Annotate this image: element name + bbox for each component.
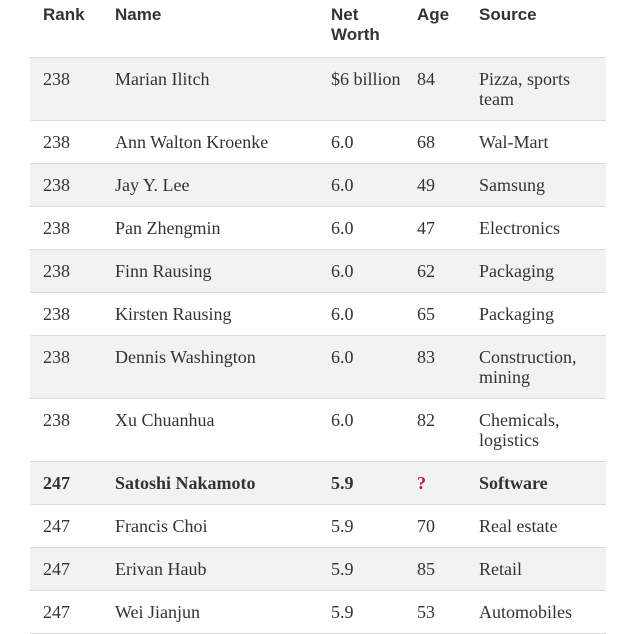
cell-net-worth: 6.0: [318, 120, 404, 164]
cell-age: 70: [404, 504, 466, 548]
cell-age: 62: [404, 249, 466, 293]
cell-name: Finn Rausing: [102, 249, 318, 293]
cell-rank: 238: [30, 249, 102, 293]
cell-rank: 238: [30, 120, 102, 164]
cell-rank: 247: [30, 547, 102, 591]
cell-net-worth: 6.0: [318, 206, 404, 250]
table-row: 238 Xu Chuanhua 6.0 82 Chemicals, logistics: [30, 398, 606, 462]
cell-rank: 238: [30, 292, 102, 336]
cell-rank: 247: [30, 590, 102, 634]
cell-name: Jay Y. Lee: [102, 163, 318, 207]
cell-age: 85: [404, 547, 466, 591]
billionaires-table: Rank Name Net Worth Age Source 238 Marian…: [30, 0, 606, 634]
cell-name: Dennis Washington: [102, 335, 318, 399]
cell-source: Chemicals, logistics: [466, 398, 606, 462]
table-row: 247 Erivan Haub 5.9 85 Retail: [30, 547, 606, 591]
cell-name: Kirsten Rausing: [102, 292, 318, 336]
cell-source: Packaging: [466, 292, 606, 336]
cell-age: 47: [404, 206, 466, 250]
table-row: 238 Dennis Washington 6.0 83 Construction, m…: [30, 335, 606, 399]
cell-source: Automobiles: [466, 590, 606, 634]
cell-age: 49: [404, 163, 466, 207]
cell-age: ?: [404, 461, 466, 505]
table-row: 238 Finn Rausing 6.0 62 Packaging: [30, 249, 606, 293]
cell-name: Satoshi Nakamoto: [102, 461, 318, 505]
cell-age: 65: [404, 292, 466, 336]
cell-net-worth: 5.9: [318, 461, 404, 505]
cell-net-worth: 6.0: [318, 398, 404, 462]
cell-rank: 238: [30, 206, 102, 250]
cell-name: Marian Ilitch: [102, 57, 318, 121]
cell-net-worth: 6.0: [318, 249, 404, 293]
cell-net-worth: 5.9: [318, 504, 404, 548]
cell-rank: 238: [30, 163, 102, 207]
table-row: 238 Ann Walton Kroenke 6.0 68 Wal-Mart: [30, 120, 606, 164]
cell-name: Wei Jianjun: [102, 590, 318, 634]
cell-net-worth: 5.9: [318, 547, 404, 591]
cell-source: Samsung: [466, 163, 606, 207]
table-row: 247 Satoshi Nakamoto 5.9? Software: [30, 461, 606, 505]
cell-net-worth: 5.9: [318, 590, 404, 634]
cell-source: Pizza, sports team: [466, 57, 606, 121]
cell-rank: 238: [30, 57, 102, 121]
cell-age: 68: [404, 120, 466, 164]
cell-source: Packaging: [466, 249, 606, 293]
cell-source: Construction, mining: [466, 335, 606, 399]
cell-net-worth: 6.0: [318, 292, 404, 336]
cell-source: Software: [466, 461, 606, 505]
cell-age: 83: [404, 335, 466, 399]
header-rank: Rank: [30, 0, 102, 58]
header-age: Age: [404, 0, 466, 58]
header-name: Name: [102, 0, 318, 58]
cell-net-worth: 6.0: [318, 335, 404, 399]
billionaires-table-container: Rank Name Net Worth Age Source 238 Marian…: [30, 0, 606, 634]
cell-name: Xu Chuanhua: [102, 398, 318, 462]
cell-net-worth: $6 billion: [318, 57, 404, 121]
table-row: 238 Jay Y. Lee 6.0 49 Samsung: [30, 163, 606, 207]
cell-rank: 247: [30, 504, 102, 548]
table-row: 238 Pan Zhengmin 6.0 47 Electronics: [30, 206, 606, 250]
cell-age: 53: [404, 590, 466, 634]
table-row: 247 Francis Choi 5.9 70 Real estate: [30, 504, 606, 548]
header-row: Rank Name Net Worth Age Source: [30, 0, 606, 58]
table-row: 238 Kirsten Rausing 6.0 65 Packaging: [30, 292, 606, 336]
cell-rank: 238: [30, 398, 102, 462]
cell-rank: 238: [30, 335, 102, 399]
cell-age: 84: [404, 57, 466, 121]
table-row: 238 Marian Ilitch $6 billion 84 Pizza, sport…: [30, 57, 606, 121]
cell-source: Real estate: [466, 504, 606, 548]
cell-name: Pan Zhengmin: [102, 206, 318, 250]
table-body: 238 Marian Ilitch $6 billion 84 Pizza, sport…: [30, 57, 606, 634]
cell-name: Ann Walton Kroenke: [102, 120, 318, 164]
cell-net-worth: 6.0: [318, 163, 404, 207]
cell-source: Wal-Mart: [466, 120, 606, 164]
cell-source: Retail: [466, 547, 606, 591]
cell-rank: 247: [30, 461, 102, 505]
cell-name: Erivan Haub: [102, 547, 318, 591]
cell-name: Francis Choi: [102, 504, 318, 548]
header-source: Source: [466, 0, 606, 58]
table-row: 247 Wei Jianjun 5.9 53 Automobiles: [30, 590, 606, 634]
table-header: Rank Name Net Worth Age Source: [30, 0, 606, 58]
header-net-worth: Net Worth: [318, 0, 404, 58]
cell-source: Electronics: [466, 206, 606, 250]
cell-age: 82: [404, 398, 466, 462]
